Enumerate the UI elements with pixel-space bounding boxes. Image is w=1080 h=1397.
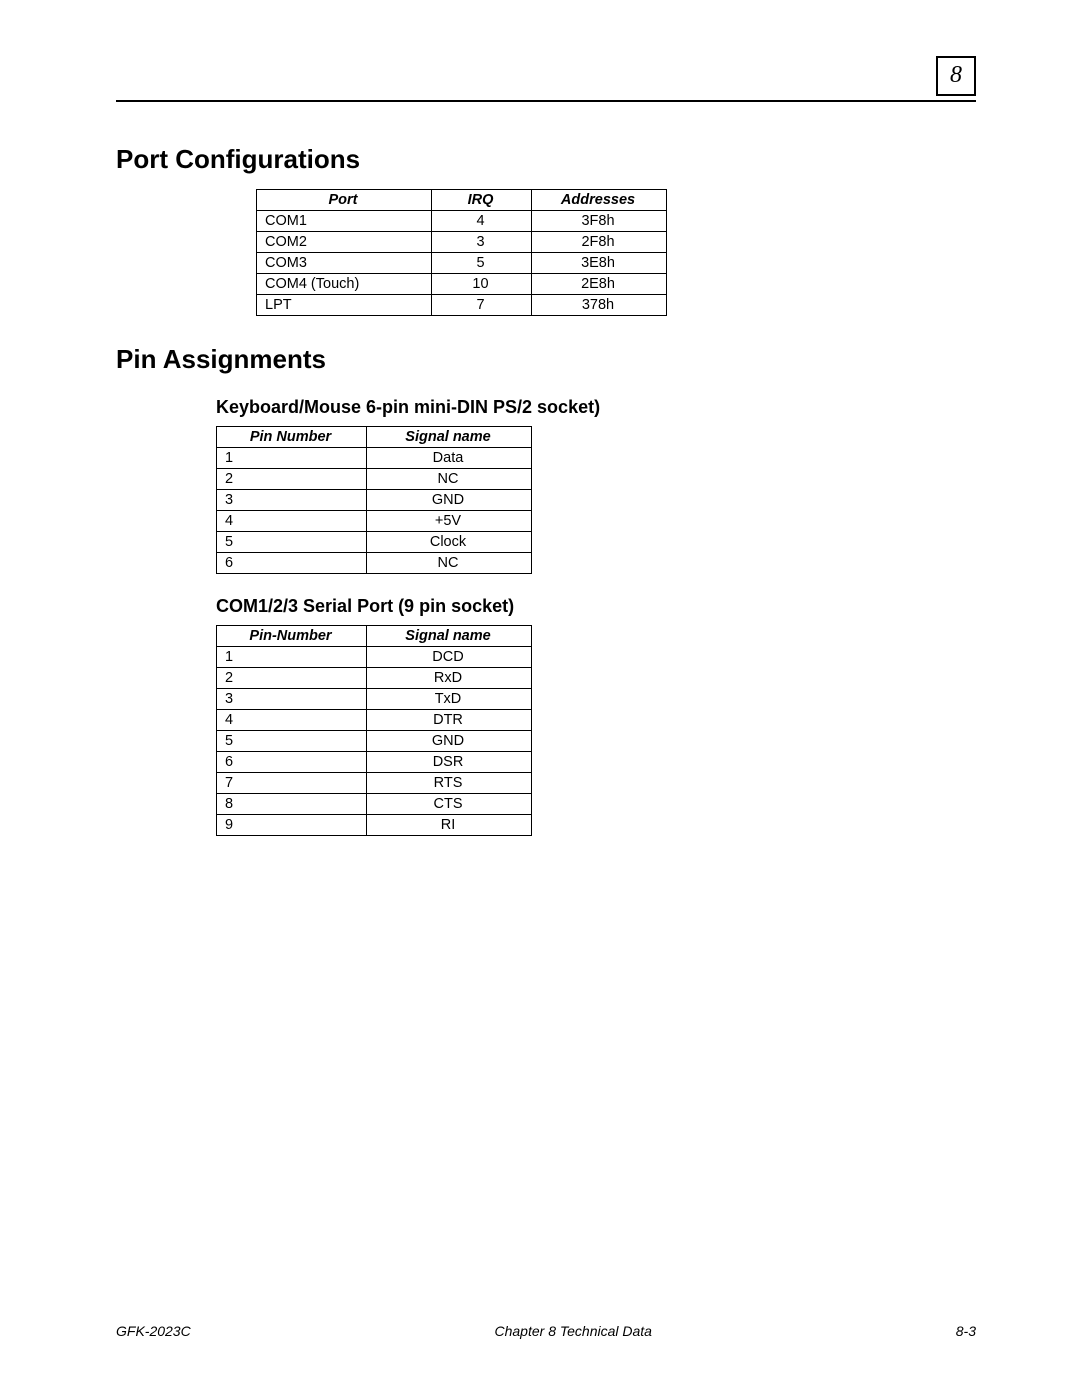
table-cell: COM3 [257,253,432,274]
table-cell: 378h [532,295,667,316]
pin-assignments-area: Keyboard/Mouse 6-pin mini-DIN PS/2 socke… [216,397,976,836]
table-cell: LPT [257,295,432,316]
table-cell: 5 [217,532,367,553]
com-serial-pin-body: 1DCD2RxD3TxD4DTR5GND6DSR7RTS8CTS9RI [217,647,532,836]
table-cell: TxD [367,689,532,710]
table-cell: 7 [217,773,367,794]
table-cell: 3 [432,232,532,253]
table-row: 5Clock [217,532,532,553]
table-cell: Data [367,448,532,469]
table-cell: COM4 (Touch) [257,274,432,295]
table-cell: 10 [432,274,532,295]
ps2-pin-body: 1Data2NC3GND4+5V5Clock6NC [217,448,532,574]
table-row: 4+5V [217,511,532,532]
table-cell: 7 [432,295,532,316]
page-number-box: 8 [936,56,976,96]
col-pin-number: Pin-Number [217,626,367,647]
table-cell: DTR [367,710,532,731]
table-row: 6NC [217,553,532,574]
page-footer: GFK-2023C Chapter 8 Technical Data 8-3 [116,1323,976,1339]
table-row: LPT7378h [257,295,667,316]
table-row: COM143F8h [257,211,667,232]
table-cell: 5 [432,253,532,274]
table-cell: 3 [217,490,367,511]
table-row: 6DSR [217,752,532,773]
header-rule [116,100,976,102]
table-cell: NC [367,553,532,574]
table-row: 3GND [217,490,532,511]
table-cell: NC [367,469,532,490]
table-cell: 4 [432,211,532,232]
table-cell: 9 [217,815,367,836]
col-pin-number: Pin Number [217,427,367,448]
table-header-row: Pin Number Signal name [217,427,532,448]
table-row: 5GND [217,731,532,752]
table-cell: 5 [217,731,367,752]
table-cell: CTS [367,794,532,815]
table-row: 7RTS [217,773,532,794]
table-row: 8CTS [217,794,532,815]
table-row: 1Data [217,448,532,469]
table-cell: 2F8h [532,232,667,253]
table-cell: 1 [217,647,367,668]
table-cell: 4 [217,710,367,731]
table-cell: DSR [367,752,532,773]
col-irq: IRQ [432,190,532,211]
page-content: Port Configurations Port IRQ Addresses C… [116,144,976,836]
table-cell: DCD [367,647,532,668]
footer-center: Chapter 8 Technical Data [495,1323,652,1339]
document-page: 8 Port Configurations Port IRQ Addresses… [0,0,1080,1397]
table-row: COM353E8h [257,253,667,274]
table-cell: 2E8h [532,274,667,295]
col-signal-name: Signal name [367,427,532,448]
table-cell: RI [367,815,532,836]
table-header-row: Port IRQ Addresses [257,190,667,211]
section-title-port-configurations: Port Configurations [116,144,976,175]
table-row: 2NC [217,469,532,490]
table-cell: 4 [217,511,367,532]
table-row: 2RxD [217,668,532,689]
table-cell: GND [367,731,532,752]
table-cell: +5V [367,511,532,532]
col-addresses: Addresses [532,190,667,211]
table-cell: Clock [367,532,532,553]
col-port: Port [257,190,432,211]
table-row: 9RI [217,815,532,836]
port-config-body: COM143F8hCOM232F8hCOM353E8hCOM4 (Touch)1… [257,211,667,316]
table-cell: 2 [217,668,367,689]
table-row: 1DCD [217,647,532,668]
table-cell: RxD [367,668,532,689]
subsection-title-com-serial: COM1/2/3 Serial Port (9 pin socket) [216,596,976,617]
table-cell: 3 [217,689,367,710]
table-cell: 3F8h [532,211,667,232]
footer-right: 8-3 [956,1323,976,1339]
table-cell: RTS [367,773,532,794]
table-header-row: Pin-Number Signal name [217,626,532,647]
port-config-table: Port IRQ Addresses COM143F8hCOM232F8hCOM… [256,189,667,316]
footer-left: GFK-2023C [116,1323,191,1339]
col-signal-name: Signal name [367,626,532,647]
table-cell: 6 [217,752,367,773]
table-cell: 1 [217,448,367,469]
table-cell: COM2 [257,232,432,253]
com-serial-pin-table: Pin-Number Signal name 1DCD2RxD3TxD4DTR5… [216,625,532,836]
table-row: 4DTR [217,710,532,731]
table-cell: COM1 [257,211,432,232]
table-row: 3TxD [217,689,532,710]
table-cell: 8 [217,794,367,815]
table-cell: 6 [217,553,367,574]
ps2-pin-table: Pin Number Signal name 1Data2NC3GND4+5V5… [216,426,532,574]
table-cell: GND [367,490,532,511]
section-title-pin-assignments: Pin Assignments [116,344,976,375]
table-row: COM232F8h [257,232,667,253]
table-cell: 2 [217,469,367,490]
table-cell: 3E8h [532,253,667,274]
table-row: COM4 (Touch)102E8h [257,274,667,295]
subsection-title-ps2: Keyboard/Mouse 6-pin mini-DIN PS/2 socke… [216,397,976,418]
